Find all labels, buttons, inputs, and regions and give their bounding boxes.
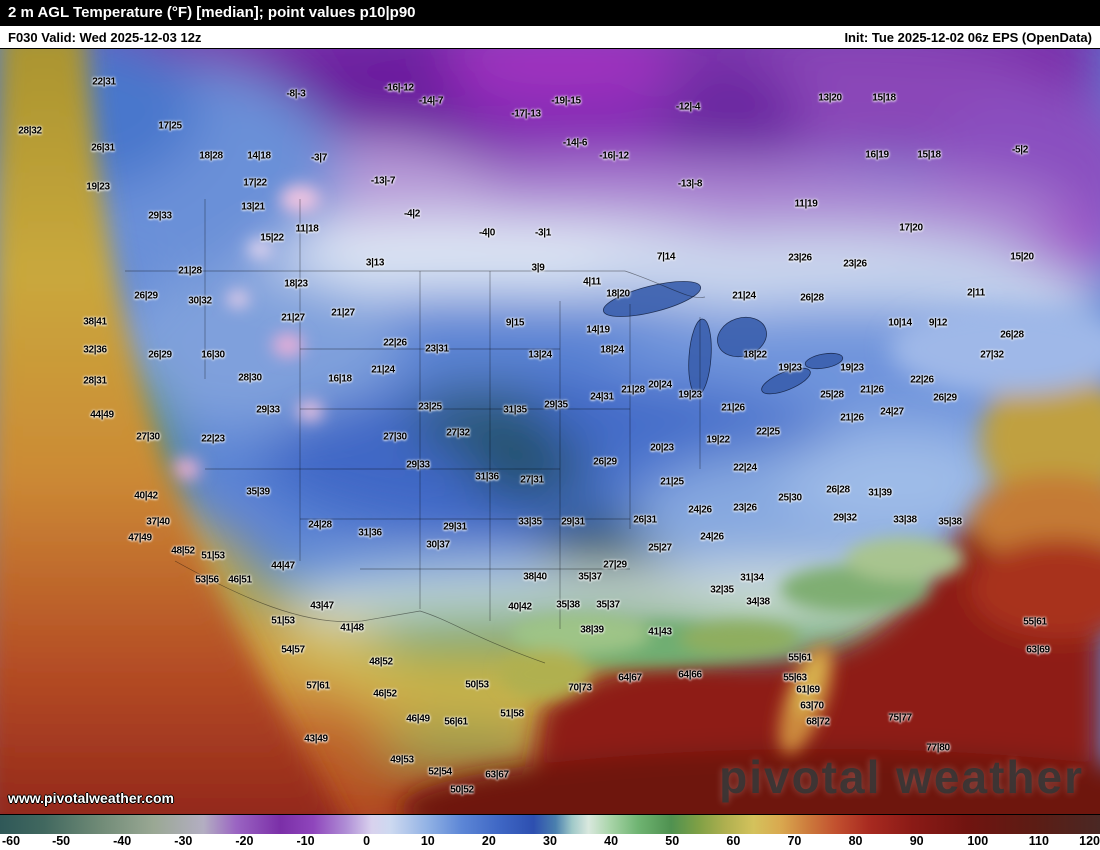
pink-pockets	[171, 185, 323, 480]
colorbar-tick: 120	[1079, 834, 1100, 848]
colorbar-tick: 10	[420, 834, 435, 848]
coastal-land	[500, 537, 965, 754]
temperature-map	[0, 48, 1100, 814]
temperature-colorbar	[0, 814, 1100, 834]
colorbar-tick: -50	[52, 834, 71, 848]
colorbar-tick: 90	[909, 834, 924, 848]
colorbar-tick: -30	[174, 834, 193, 848]
colorbar-tick: 0	[363, 834, 371, 848]
colorbar-tick: -10	[296, 834, 315, 848]
colorbar-tick: 110	[1028, 834, 1049, 848]
map-title: 2 m AGL Temperature (°F) [median]; point…	[0, 0, 1100, 26]
colorbar-tick: -20	[235, 834, 254, 848]
colorbar-tick: 50	[665, 834, 680, 848]
colorbar-tick: -60	[2, 834, 21, 848]
great-lakes	[602, 281, 844, 396]
colorbar-tick: 60	[726, 834, 741, 848]
colorbar-tick: 20	[481, 834, 496, 848]
colorbar-tick: -40	[113, 834, 132, 848]
colorbar-tick: 80	[848, 834, 863, 848]
valid-time-label: F030 Valid: Wed 2025-12-03 12z	[8, 29, 202, 45]
colorbar-ticks: -60 -50 -40 -30 -20 -10 0 10 20 30 40 50 60 70 80 90 100…	[0, 834, 1100, 850]
temperature-field	[0, 49, 1100, 814]
colorbar-tick: 40	[604, 834, 619, 848]
init-time-label: Init: Tue 2025-12-02 06z EPS (OpenData)	[844, 29, 1092, 45]
info-bar: F030 Valid: Wed 2025-12-03 12z Init: Tue…	[0, 26, 1100, 48]
border-lines	[125, 199, 706, 664]
colorbar-tick: 70	[787, 834, 802, 848]
website-url: www.pivotalweather.com	[8, 790, 174, 806]
colorbar-tick: 100	[967, 834, 989, 848]
watermark: pivotal weather	[719, 751, 1084, 803]
colorbar-tick: 30	[543, 834, 557, 848]
